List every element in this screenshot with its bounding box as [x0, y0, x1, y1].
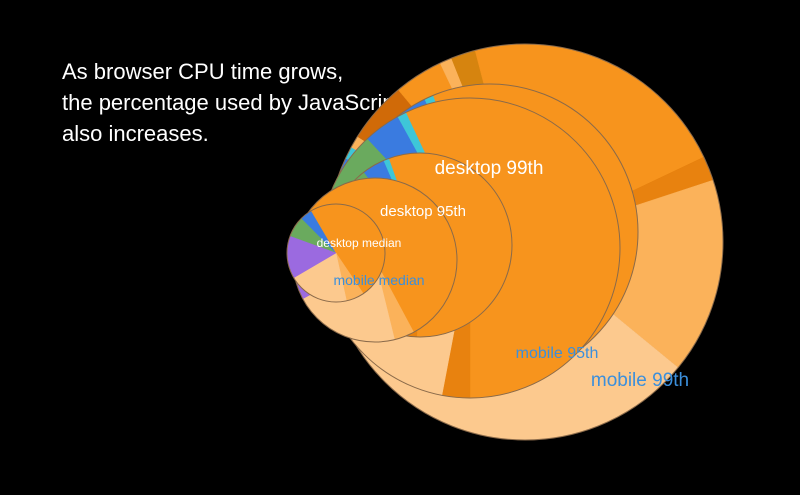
headline-line-2: the percentage used by JavaScript [62, 90, 401, 115]
label-mobile-99th: mobile 99th [591, 370, 689, 391]
label-mobile-95th: mobile 95th [516, 345, 599, 362]
label-mobile-median: mobile median [333, 272, 424, 288]
label-desktop-median: desktop median [317, 236, 402, 250]
headline: As browser CPU time grows, the percentag… [62, 56, 401, 149]
headline-line-1: As browser CPU time grows, [62, 59, 344, 84]
label-desktop-95th: desktop 95th [380, 203, 466, 220]
label-desktop-99th: desktop 99th [435, 158, 544, 179]
headline-line-3: also increases. [62, 121, 209, 146]
pie-desktop-median [286, 203, 386, 303]
pie-outline-desktop-median [286, 203, 386, 303]
